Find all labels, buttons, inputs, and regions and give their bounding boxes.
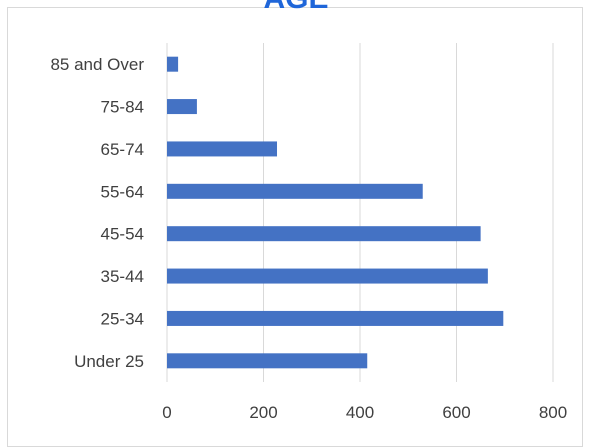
- bar-65-74: [167, 141, 278, 157]
- bar-85-and-over: [167, 56, 179, 72]
- category-label-55-64: 55-64: [101, 182, 144, 201]
- x-tick-label-600: 600: [442, 403, 470, 422]
- category-label-45-54: 45-54: [101, 225, 144, 244]
- chart-title: AGE: [263, 0, 328, 15]
- x-tick-label-200: 200: [249, 403, 277, 422]
- bar-35-44: [167, 268, 488, 284]
- x-tick-label-800: 800: [539, 403, 567, 422]
- category-labels: Under 25 25-34 35-44 45-54 55-64 65-74 75-84 85…: [50, 55, 144, 371]
- x-tick-label-400: 400: [346, 403, 374, 422]
- category-label-65-74: 65-74: [101, 140, 144, 159]
- category-label-35-44: 35-44: [101, 267, 144, 286]
- bar-55-64: [167, 183, 423, 199]
- category-label-85-and-over: 85 and Over: [50, 55, 144, 74]
- bars: [167, 56, 504, 369]
- age-bar-chart: AGE Under 25 25-34 35-44 45-54 55-64 65-74 75-…: [50, 0, 567, 422]
- bar-25-34: [167, 310, 504, 326]
- gridlines: [166, 43, 554, 382]
- category-label-25-34: 25-34: [101, 309, 144, 328]
- category-label-under-25: Under 25: [74, 352, 144, 371]
- x-tick-labels: 0 200 400 600 800: [162, 403, 567, 422]
- bar-under-25: [167, 353, 368, 369]
- bar-45-54: [167, 226, 481, 242]
- x-tick-label-0: 0: [162, 403, 171, 422]
- category-label-75-84: 75-84: [101, 98, 144, 117]
- bar-75-84: [167, 99, 197, 115]
